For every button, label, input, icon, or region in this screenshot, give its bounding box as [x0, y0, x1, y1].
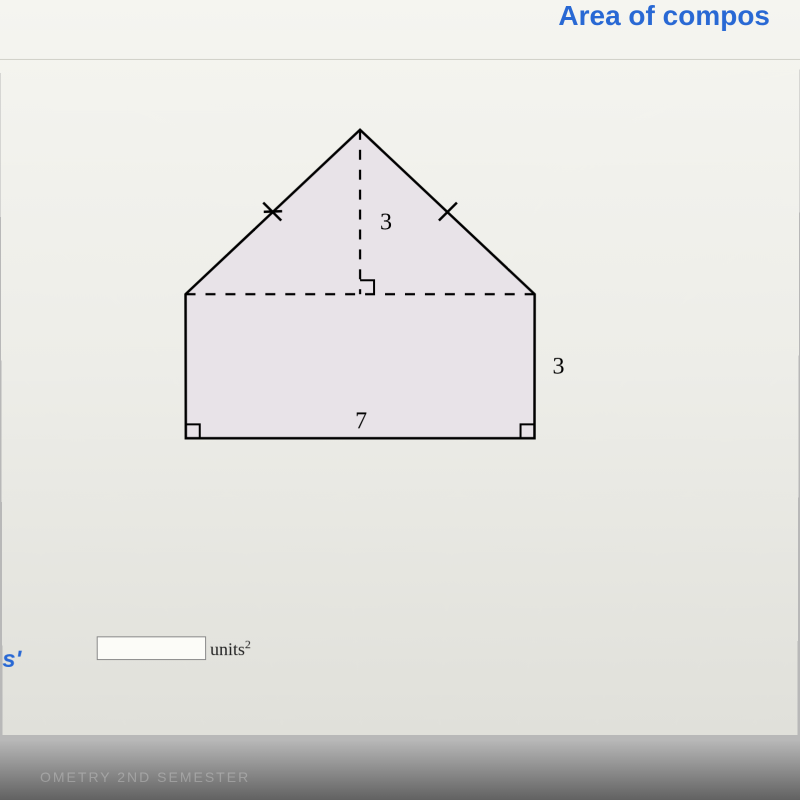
units-text: units — [210, 639, 245, 659]
altitude-label: 3 — [380, 210, 392, 236]
geometry-svg: 3 3 7 — [145, 100, 595, 478]
units-label: units2 — [210, 637, 251, 660]
taskbar-hint-text: OMETRY 2ND SEMESTER — [40, 769, 250, 785]
answer-row: units2 — [97, 636, 251, 660]
decorative-squiggle: s' — [2, 646, 21, 674]
area-answer-input[interactable] — [97, 636, 206, 660]
header-bar: Area of compos — [0, 0, 800, 60]
rect-height-label: 3 — [552, 354, 564, 380]
composite-shape-figure: 3 3 7 — [145, 100, 595, 478]
desktop-taskbar-shadow: OMETRY 2ND SEMESTER — [0, 740, 800, 800]
rect-base-label: 7 — [355, 408, 367, 434]
units-exponent: 2 — [245, 637, 251, 651]
page-title: Area of compos — [558, 0, 770, 32]
